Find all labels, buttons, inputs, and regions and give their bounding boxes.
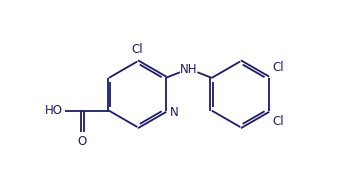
Text: HO: HO <box>45 104 63 117</box>
Text: Cl: Cl <box>273 115 285 128</box>
Text: Cl: Cl <box>132 43 143 56</box>
Text: N: N <box>170 106 179 119</box>
Text: Cl: Cl <box>273 61 285 74</box>
Text: O: O <box>78 135 87 148</box>
Text: NH: NH <box>180 63 198 76</box>
